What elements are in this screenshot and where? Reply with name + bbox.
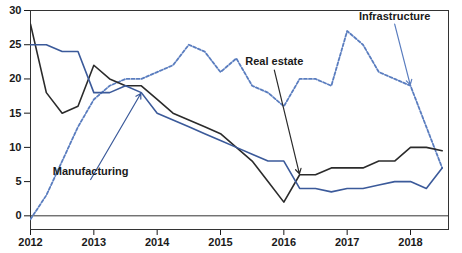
svg-text:2014: 2014 [145,236,170,248]
svg-text:5: 5 [15,175,21,187]
svg-text:2013: 2013 [82,236,106,248]
svg-text:15: 15 [9,107,21,119]
svg-text:Manufacturing: Manufacturing [53,165,129,177]
svg-text:2018: 2018 [398,236,422,248]
svg-text:10: 10 [9,141,21,153]
svg-text:Infrastructure: Infrastructure [359,9,431,21]
svg-text:2015: 2015 [208,236,232,248]
svg-text:25: 25 [9,38,21,50]
svg-text:0: 0 [15,209,21,221]
svg-text:2012: 2012 [18,236,42,248]
svg-text:2017: 2017 [335,236,359,248]
svg-text:30: 30 [9,4,21,16]
svg-text:Real estate: Real estate [245,55,303,67]
svg-text:2016: 2016 [272,236,296,248]
svg-text:20: 20 [9,72,21,84]
